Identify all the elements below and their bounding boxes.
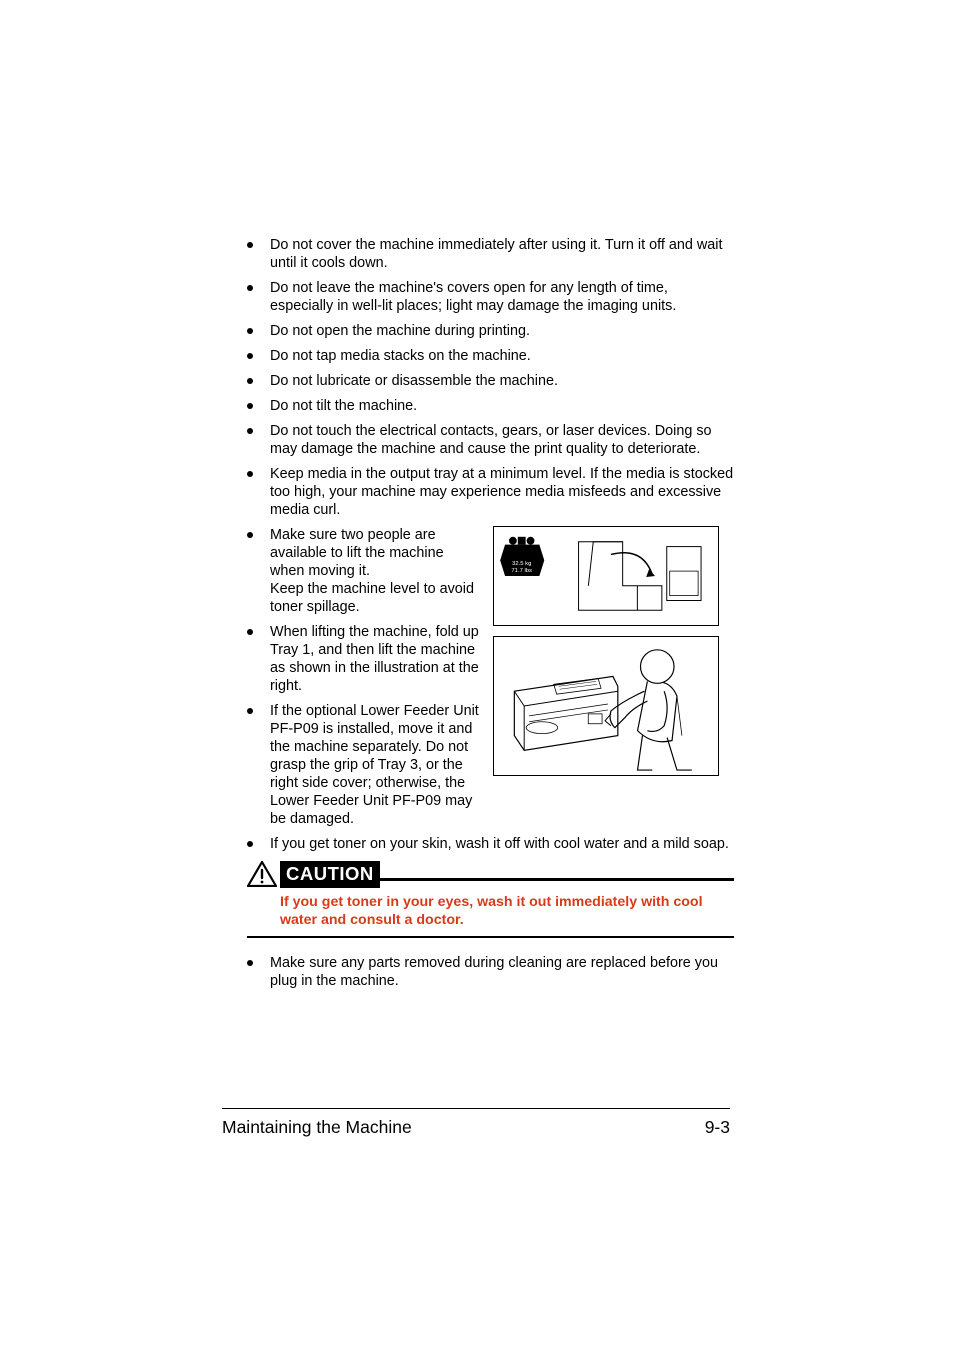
footer-row: Maintaining the Machine 9-3 [222,1117,730,1138]
caution-header: CAUTION [247,860,734,888]
bullet-list-after-img: If you get toner on your skin, wash it o… [247,835,734,853]
page-footer: Maintaining the Machine 9-3 [222,1108,730,1138]
footer-rule [222,1108,730,1109]
list-item: Do not cover the machine immediately aft… [247,236,734,272]
svg-text:71.7 lbs: 71.7 lbs [511,568,532,574]
caution-block: CAUTION If you get toner in your eyes, w… [247,860,734,938]
list-item: Do not tap media stacks on the machine. [247,347,734,365]
list-item: Do not lubricate or disassemble the mach… [247,372,734,390]
caution-text: If you get toner in your eyes, wash it o… [247,888,734,936]
list-item: Do not touch the electrical contacts, ge… [247,422,734,458]
illustration-column: 32.5 kg 71.7 lbs [493,526,719,786]
list-item-text: If the optional Lower Feeder Unit PF-P09… [270,703,479,827]
list-item: Do not tilt the machine. [247,397,734,415]
caution-rule-bottom [247,936,734,938]
page-number: 9-3 [705,1117,730,1138]
caution-rule-top [379,878,734,881]
list-item-text: Make sure two people are available to li… [270,527,444,579]
list-item: Make sure any parts removed during clean… [247,954,734,990]
list-item: Make sure two people are available to li… [247,526,479,616]
caution-label: CAUTION [280,861,380,888]
list-item: Do not open the machine during printing. [247,322,734,340]
list-item-text: When lifting the machine, fold up Tray 1… [270,624,479,694]
lift-person-icon [494,637,718,775]
content-area: Do not cover the machine immediately aft… [247,236,734,990]
list-item: If you get toner on your skin, wash it o… [247,835,734,853]
bullet-list-top: Do not cover the machine immediately aft… [247,236,734,519]
list-item-subtext: Keep the machine level to avoid toner sp… [270,580,479,616]
illustration-bottom [493,636,719,776]
footer-title: Maintaining the Machine [222,1117,412,1138]
svg-text:32.5 kg: 32.5 kg [512,561,531,567]
illustration-top: 32.5 kg 71.7 lbs [493,526,719,626]
list-item: If the optional Lower Feeder Unit PF-P09… [247,702,479,828]
two-column-section: Make sure two people are available to li… [247,526,734,835]
bullet-list-side: Make sure two people are available to li… [247,526,479,828]
document-page: Do not cover the machine immediately aft… [0,0,954,1350]
list-item: Keep media in the output tray at a minim… [247,465,734,519]
bullet-list-bottom: Make sure any parts removed during clean… [247,954,734,990]
warning-triangle-icon [247,861,277,887]
lift-warning-icon: 32.5 kg 71.7 lbs [494,527,718,625]
list-item: When lifting the machine, fold up Tray 1… [247,623,479,695]
list-item: Do not leave the machine's covers open f… [247,279,734,315]
side-text-column: Make sure two people are available to li… [247,526,479,835]
